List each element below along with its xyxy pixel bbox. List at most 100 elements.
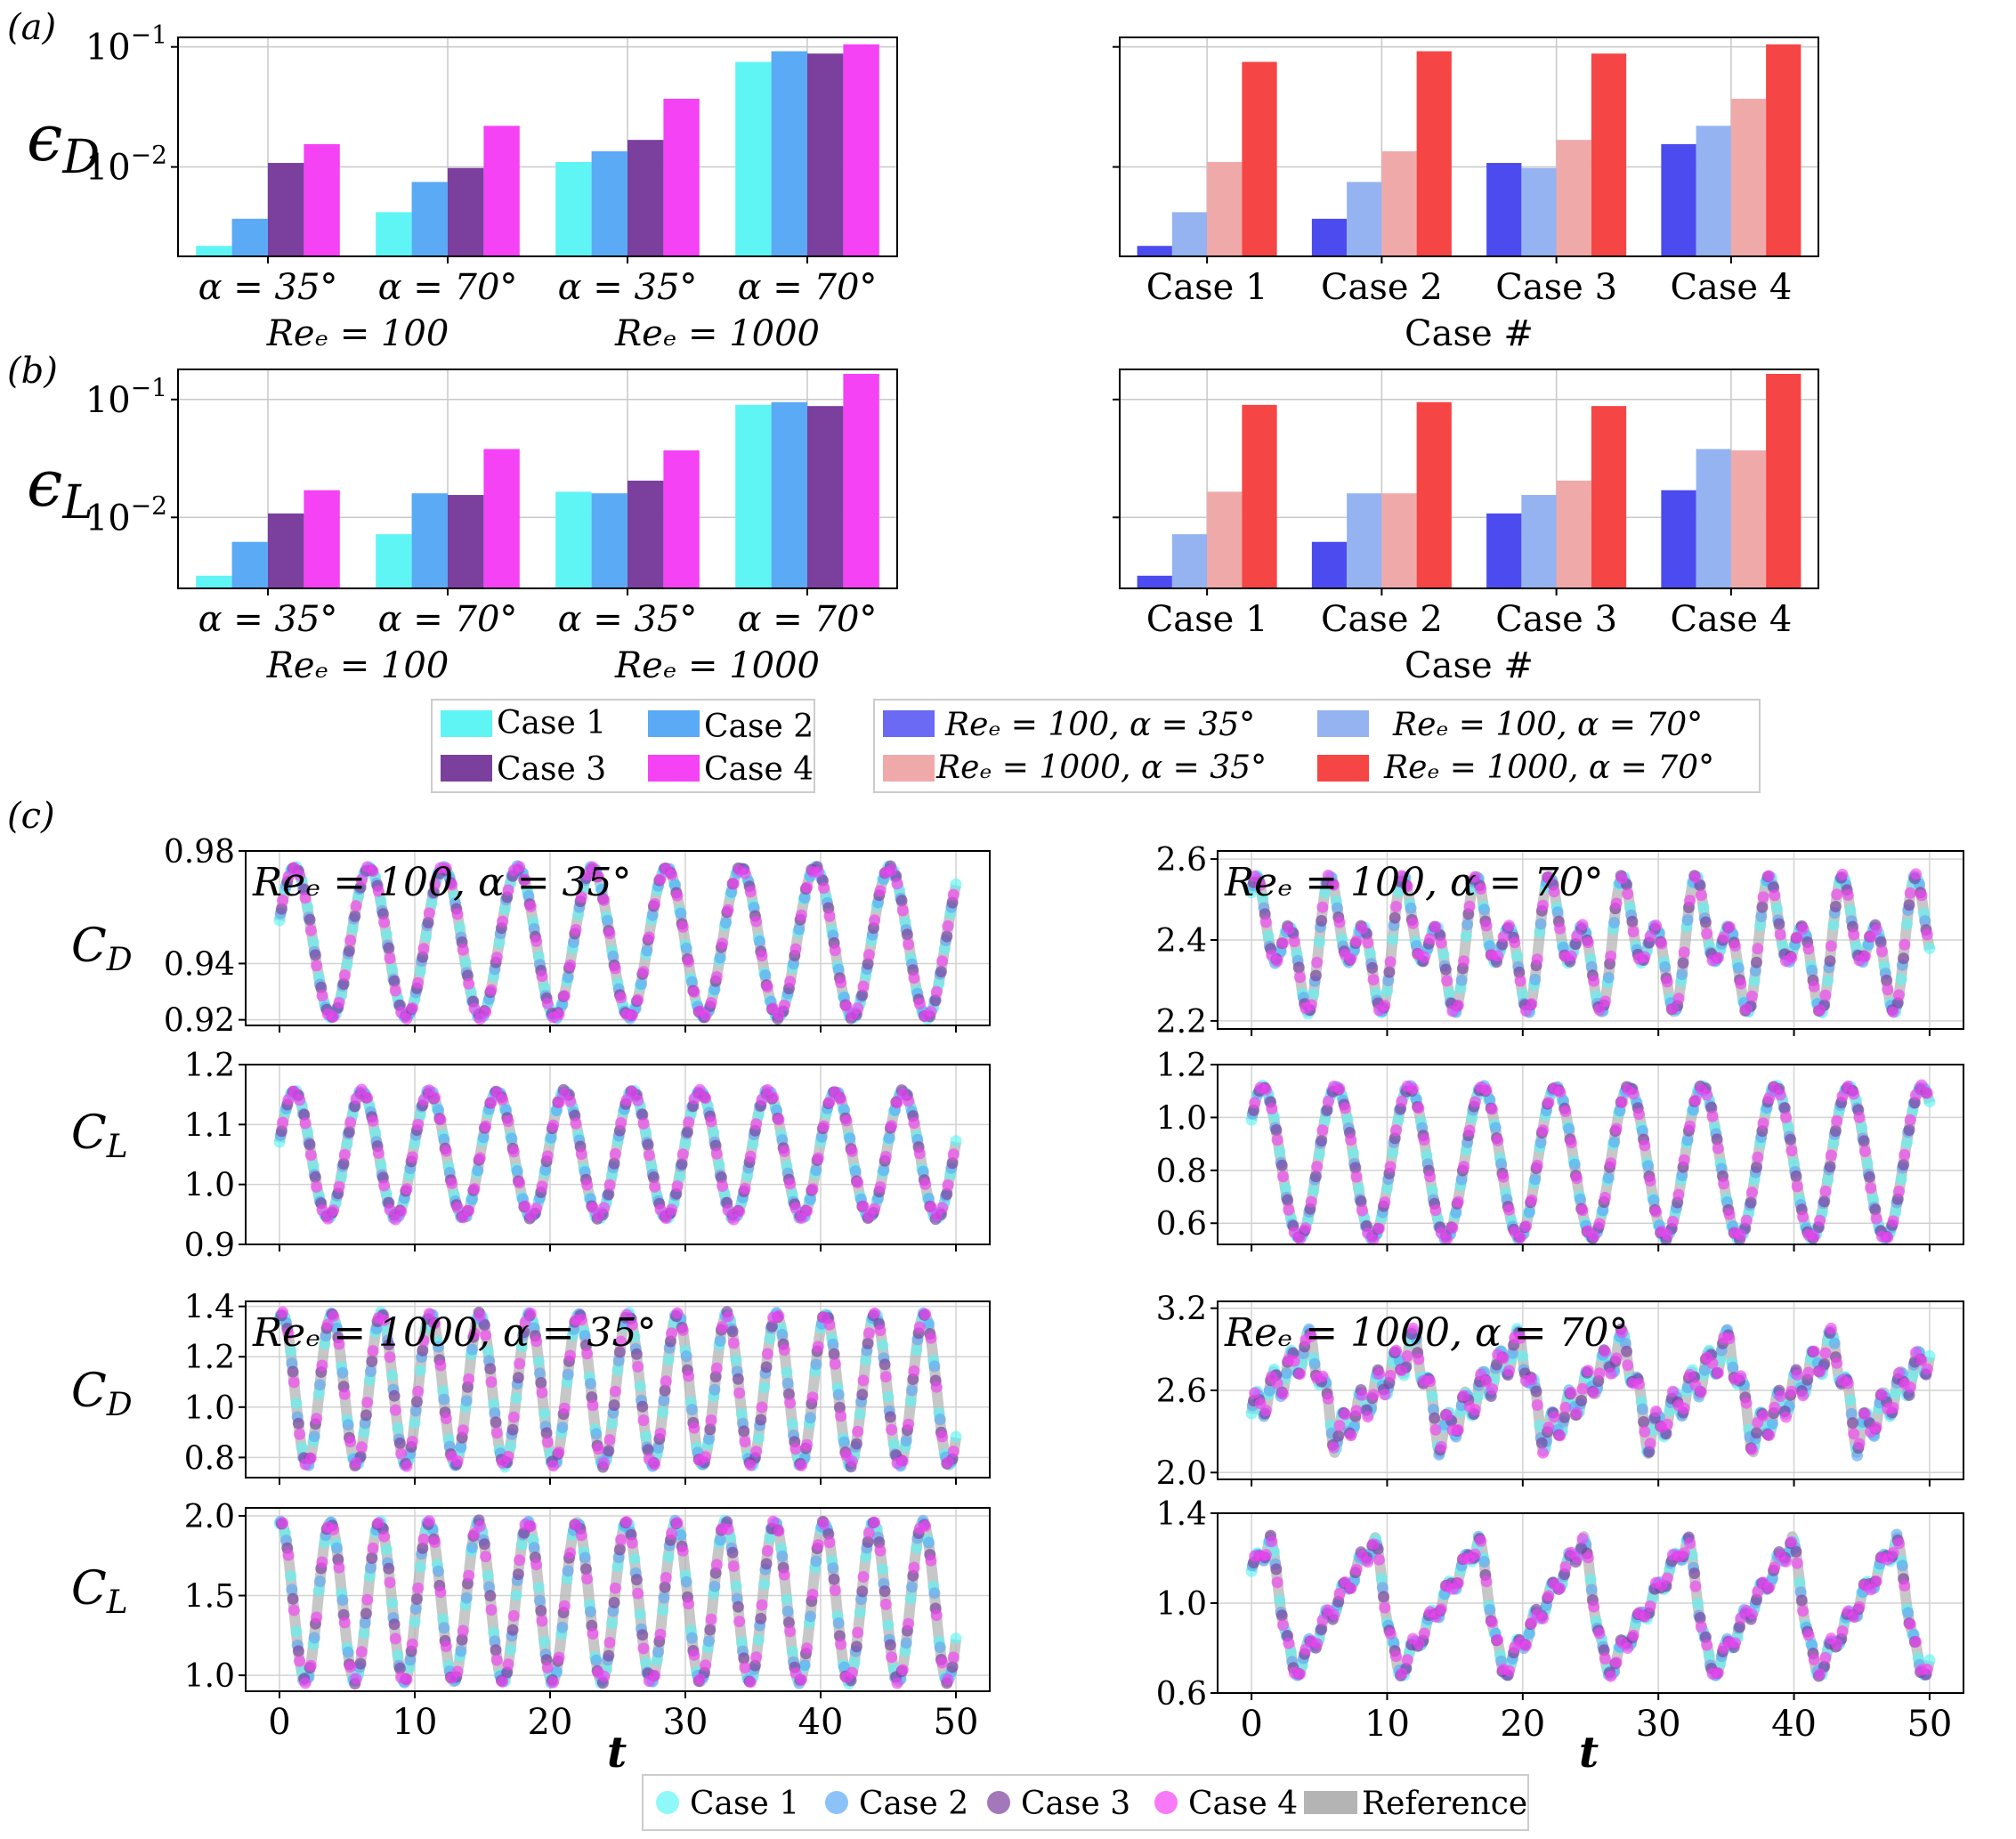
- marker-case-2: [1534, 1137, 1547, 1149]
- marker-case-4: [1396, 1667, 1408, 1680]
- marker-case-1: [532, 950, 545, 962]
- marker-case-1: [1901, 918, 1913, 930]
- marker-case-4: [514, 861, 526, 873]
- marker-case-2: [477, 1131, 490, 1144]
- marker-case-4: [412, 1582, 425, 1594]
- bar-2-3: [591, 150, 627, 256]
- marker-case-1: [1895, 973, 1907, 985]
- y-tick-label: 1.4: [184, 1290, 235, 1326]
- x-tick-label: 10: [393, 1702, 438, 1743]
- marker-case-4: [1882, 984, 1894, 996]
- marker-case-4: [321, 1212, 334, 1225]
- marker-case-4: [474, 1520, 486, 1533]
- marker-case-2: [466, 1541, 478, 1553]
- marker-case-2: [798, 892, 811, 904]
- marker-case-3: [1316, 1135, 1328, 1147]
- legend-swatch-combo2: [1317, 710, 1369, 737]
- marker-case-4: [835, 1093, 847, 1106]
- marker-case-4: [311, 960, 323, 972]
- marker-case-4: [592, 871, 604, 883]
- marker-case-2: [1755, 911, 1768, 923]
- marker-case-1: [369, 1127, 382, 1139]
- x-tick-label: 20: [1500, 1704, 1545, 1745]
- marker-case-4: [666, 1327, 678, 1340]
- marker-case-4: [1390, 1124, 1402, 1137]
- marker-case-3: [1699, 916, 1712, 928]
- marker-case-4: [671, 1517, 684, 1529]
- marker-case-4: [524, 1307, 537, 1319]
- marker-case-4: [609, 962, 621, 975]
- marker-case-1: [877, 1339, 889, 1351]
- marker-case-4: [671, 889, 684, 902]
- marker-case-4: [282, 1549, 295, 1561]
- marker-case-4: [1819, 989, 1832, 1001]
- marker-case-4: [733, 1205, 746, 1218]
- marker-case-1: [1353, 1183, 1365, 1195]
- marker-case-4: [1672, 992, 1685, 1005]
- axes-frame: [245, 1064, 991, 1245]
- marker-case-3: [1829, 901, 1842, 912]
- marker-case-4: [857, 1374, 870, 1387]
- marker-case-4: [1858, 1146, 1871, 1157]
- marker-case-4: [282, 871, 295, 883]
- group-label: α = 35°: [198, 267, 338, 308]
- marker-case-4: [1367, 1389, 1380, 1401]
- marker-case-4: [789, 1443, 802, 1455]
- marker-case-4: [277, 1517, 289, 1529]
- marker-case-3: [343, 1126, 355, 1138]
- bar-1-3: [555, 491, 592, 588]
- marker-case-1: [414, 965, 426, 977]
- y-tick-label: 10−1: [85, 20, 167, 69]
- marker-case-4: [750, 915, 763, 928]
- marker-case-3: [506, 1423, 519, 1436]
- t-label-left: t: [607, 1728, 627, 1778]
- legend-bottom-marker-case3: [987, 1791, 1010, 1814]
- marker-case-2: [1727, 1361, 1739, 1373]
- marker-case-1: [662, 1551, 675, 1563]
- marker-case-4: [1259, 916, 1272, 928]
- marker-case-4: [507, 1146, 520, 1158]
- marker-case-4: [338, 1148, 351, 1161]
- y-tick-label: 0.6: [1156, 1676, 1207, 1713]
- marker-case-3: [636, 1629, 649, 1641]
- marker-case-1: [1827, 1137, 1840, 1149]
- x-tick-label: 50: [1907, 1704, 1952, 1745]
- legend-label-combo2: Reₑ = 100, α = 70°: [1392, 707, 1703, 743]
- bar-4-1: [304, 143, 340, 256]
- marker-case-4: [311, 1611, 323, 1624]
- bar-1-1: [1137, 246, 1172, 256]
- marker-case-4: [806, 1183, 819, 1195]
- marker-case-4: [874, 1325, 887, 1337]
- marker-case-4: [1712, 952, 1724, 964]
- marker-case-2: [1478, 903, 1491, 916]
- marker-case-4: [553, 1097, 565, 1109]
- marker-case-4: [587, 1202, 599, 1213]
- marker-case-4: [282, 1093, 295, 1106]
- marker-case-4: [739, 1182, 751, 1195]
- marker-case-3: [512, 1372, 524, 1384]
- marker-case-1: [296, 1442, 308, 1454]
- marker-case-4: [355, 1441, 368, 1454]
- marker-case-3: [540, 1427, 553, 1439]
- marker-case-4: [1571, 930, 1583, 942]
- marker-case-2: [1688, 1104, 1699, 1116]
- marker-case-4: [637, 1414, 650, 1427]
- marker-case-4: [789, 1202, 802, 1214]
- marker-case-2: [720, 917, 732, 929]
- marker-case-4: [603, 1434, 616, 1446]
- marker-case-4: [304, 1659, 317, 1672]
- marker-case-4: [530, 1335, 543, 1348]
- marker-case-4: [1831, 1114, 1843, 1127]
- marker-case-4: [1339, 1408, 1351, 1421]
- marker-case-4: [350, 1092, 362, 1105]
- marker-case-4: [903, 1617, 915, 1630]
- marker-case-1: [505, 1440, 517, 1453]
- marker-case-4: [1848, 1088, 1860, 1100]
- axes-frame: [1119, 36, 1819, 257]
- marker-case-3: [1275, 1159, 1288, 1171]
- marker-case-3: [878, 1585, 891, 1598]
- marker-case-2: [652, 1646, 664, 1658]
- marker-case-3: [630, 1574, 643, 1586]
- marker-case-4: [1542, 1590, 1555, 1602]
- marker-case-2: [1455, 974, 1468, 986]
